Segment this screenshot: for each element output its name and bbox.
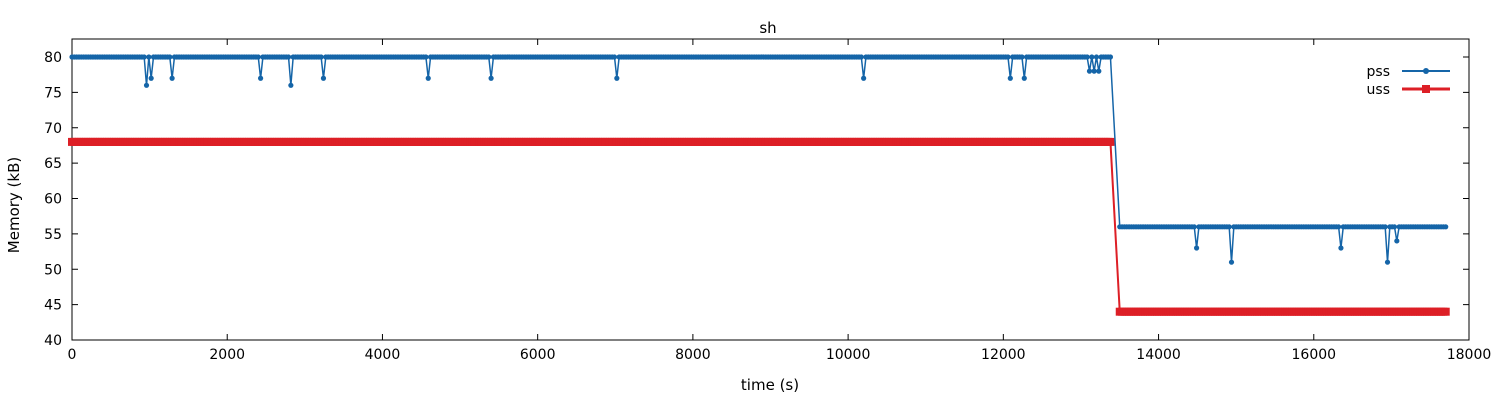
- y-axis: 40 45 50 55 60 65 70 75 80: [44, 50, 1469, 349]
- data-point-pss: [1191, 224, 1197, 230]
- data-point-pss: [1019, 54, 1025, 60]
- data-point-pss: [1391, 224, 1398, 230]
- data-point-pss: [1228, 259, 1235, 265]
- data-point-pss: [488, 75, 494, 81]
- x-tick-label: 0: [68, 347, 77, 363]
- data-point-uss: [1106, 137, 1115, 146]
- data-point-pss: [611, 54, 618, 60]
- data-point-pss: [285, 54, 292, 60]
- data-point-pss: [1443, 224, 1449, 230]
- legend: pss uss: [1367, 64, 1450, 98]
- data-point-pss: [1086, 68, 1093, 74]
- x-tick-label: 18000: [1447, 347, 1492, 363]
- data-point-pss: [169, 75, 175, 81]
- x-axis: 0 2000 4000 6000 8000 10000 12000 14000 16000 180…: [68, 39, 1492, 363]
- data-point-pss: [146, 54, 152, 60]
- chart-title: sh: [759, 19, 776, 37]
- data-point-pss: [1089, 54, 1095, 60]
- data-point-pss: [318, 54, 324, 60]
- y-tick-label: 70: [44, 121, 62, 137]
- data-point-pss: [143, 82, 150, 88]
- data-point-pss: [1091, 68, 1097, 74]
- x-tick-label: 4000: [365, 347, 401, 363]
- legend-label-pss: pss: [1367, 64, 1390, 80]
- data-point-pss: [1193, 245, 1200, 251]
- data-point-pss: [141, 54, 147, 60]
- y-tick-label: 65: [44, 156, 62, 172]
- legend-marker-uss: [1422, 85, 1430, 93]
- data-point-pss: [1226, 224, 1232, 230]
- data-point-pss: [614, 75, 620, 81]
- data-point-pss: [425, 75, 431, 81]
- series-layer: [68, 54, 1450, 316]
- data-point-pss: [257, 75, 264, 81]
- data-point-pss: [1107, 54, 1114, 60]
- y-tick-label: 55: [44, 227, 62, 243]
- y-axis-label: Memory (kB): [5, 157, 23, 253]
- y-tick-label: 50: [44, 262, 62, 278]
- data-point-pss: [1084, 54, 1090, 60]
- legend-marker-pss: [1423, 68, 1429, 74]
- data-point-pss: [1005, 54, 1011, 60]
- x-tick-label: 10000: [826, 347, 871, 363]
- series-uss: [68, 137, 1450, 316]
- x-axis-label: time (s): [741, 376, 799, 394]
- x-tick-label: 6000: [520, 347, 556, 363]
- x-tick-label: 16000: [1292, 347, 1337, 363]
- y-tick-label: 80: [44, 50, 62, 66]
- data-point-pss: [1384, 259, 1391, 265]
- y-tick-label: 75: [44, 85, 62, 101]
- legend-label-uss: uss: [1367, 82, 1390, 98]
- data-point-pss: [288, 82, 294, 88]
- y-tick-label: 45: [44, 298, 62, 314]
- x-tick-label: 12000: [981, 347, 1026, 363]
- series-line-pss: [72, 56, 1446, 263]
- data-point-pss: [167, 54, 173, 60]
- data-point-pss: [1382, 224, 1388, 230]
- x-tick-label: 8000: [675, 347, 711, 363]
- series-pss: [69, 54, 1449, 265]
- plot-frame: [71, 38, 1470, 341]
- data-point-pss: [255, 54, 261, 60]
- data-point-pss: [1096, 68, 1102, 74]
- data-point-pss: [1336, 224, 1342, 230]
- x-tick-label: 14000: [1136, 347, 1181, 363]
- data-point-pss: [1338, 245, 1344, 251]
- x-tick-label: 2000: [209, 347, 245, 363]
- data-point-pss: [1394, 238, 1400, 244]
- data-point-pss: [1007, 75, 1013, 81]
- data-point-pss: [148, 75, 154, 81]
- data-point-pss: [423, 54, 429, 60]
- data-point-pss: [1021, 75, 1027, 81]
- y-tick-label: 60: [44, 192, 62, 208]
- data-point-pss: [861, 75, 867, 81]
- data-point-pss: [486, 54, 492, 60]
- data-point-uss: [1441, 307, 1450, 316]
- data-point-pss: [320, 75, 327, 81]
- data-point-pss: [1093, 54, 1100, 60]
- y-tick-label: 40: [44, 333, 62, 349]
- data-point-pss: [858, 54, 864, 60]
